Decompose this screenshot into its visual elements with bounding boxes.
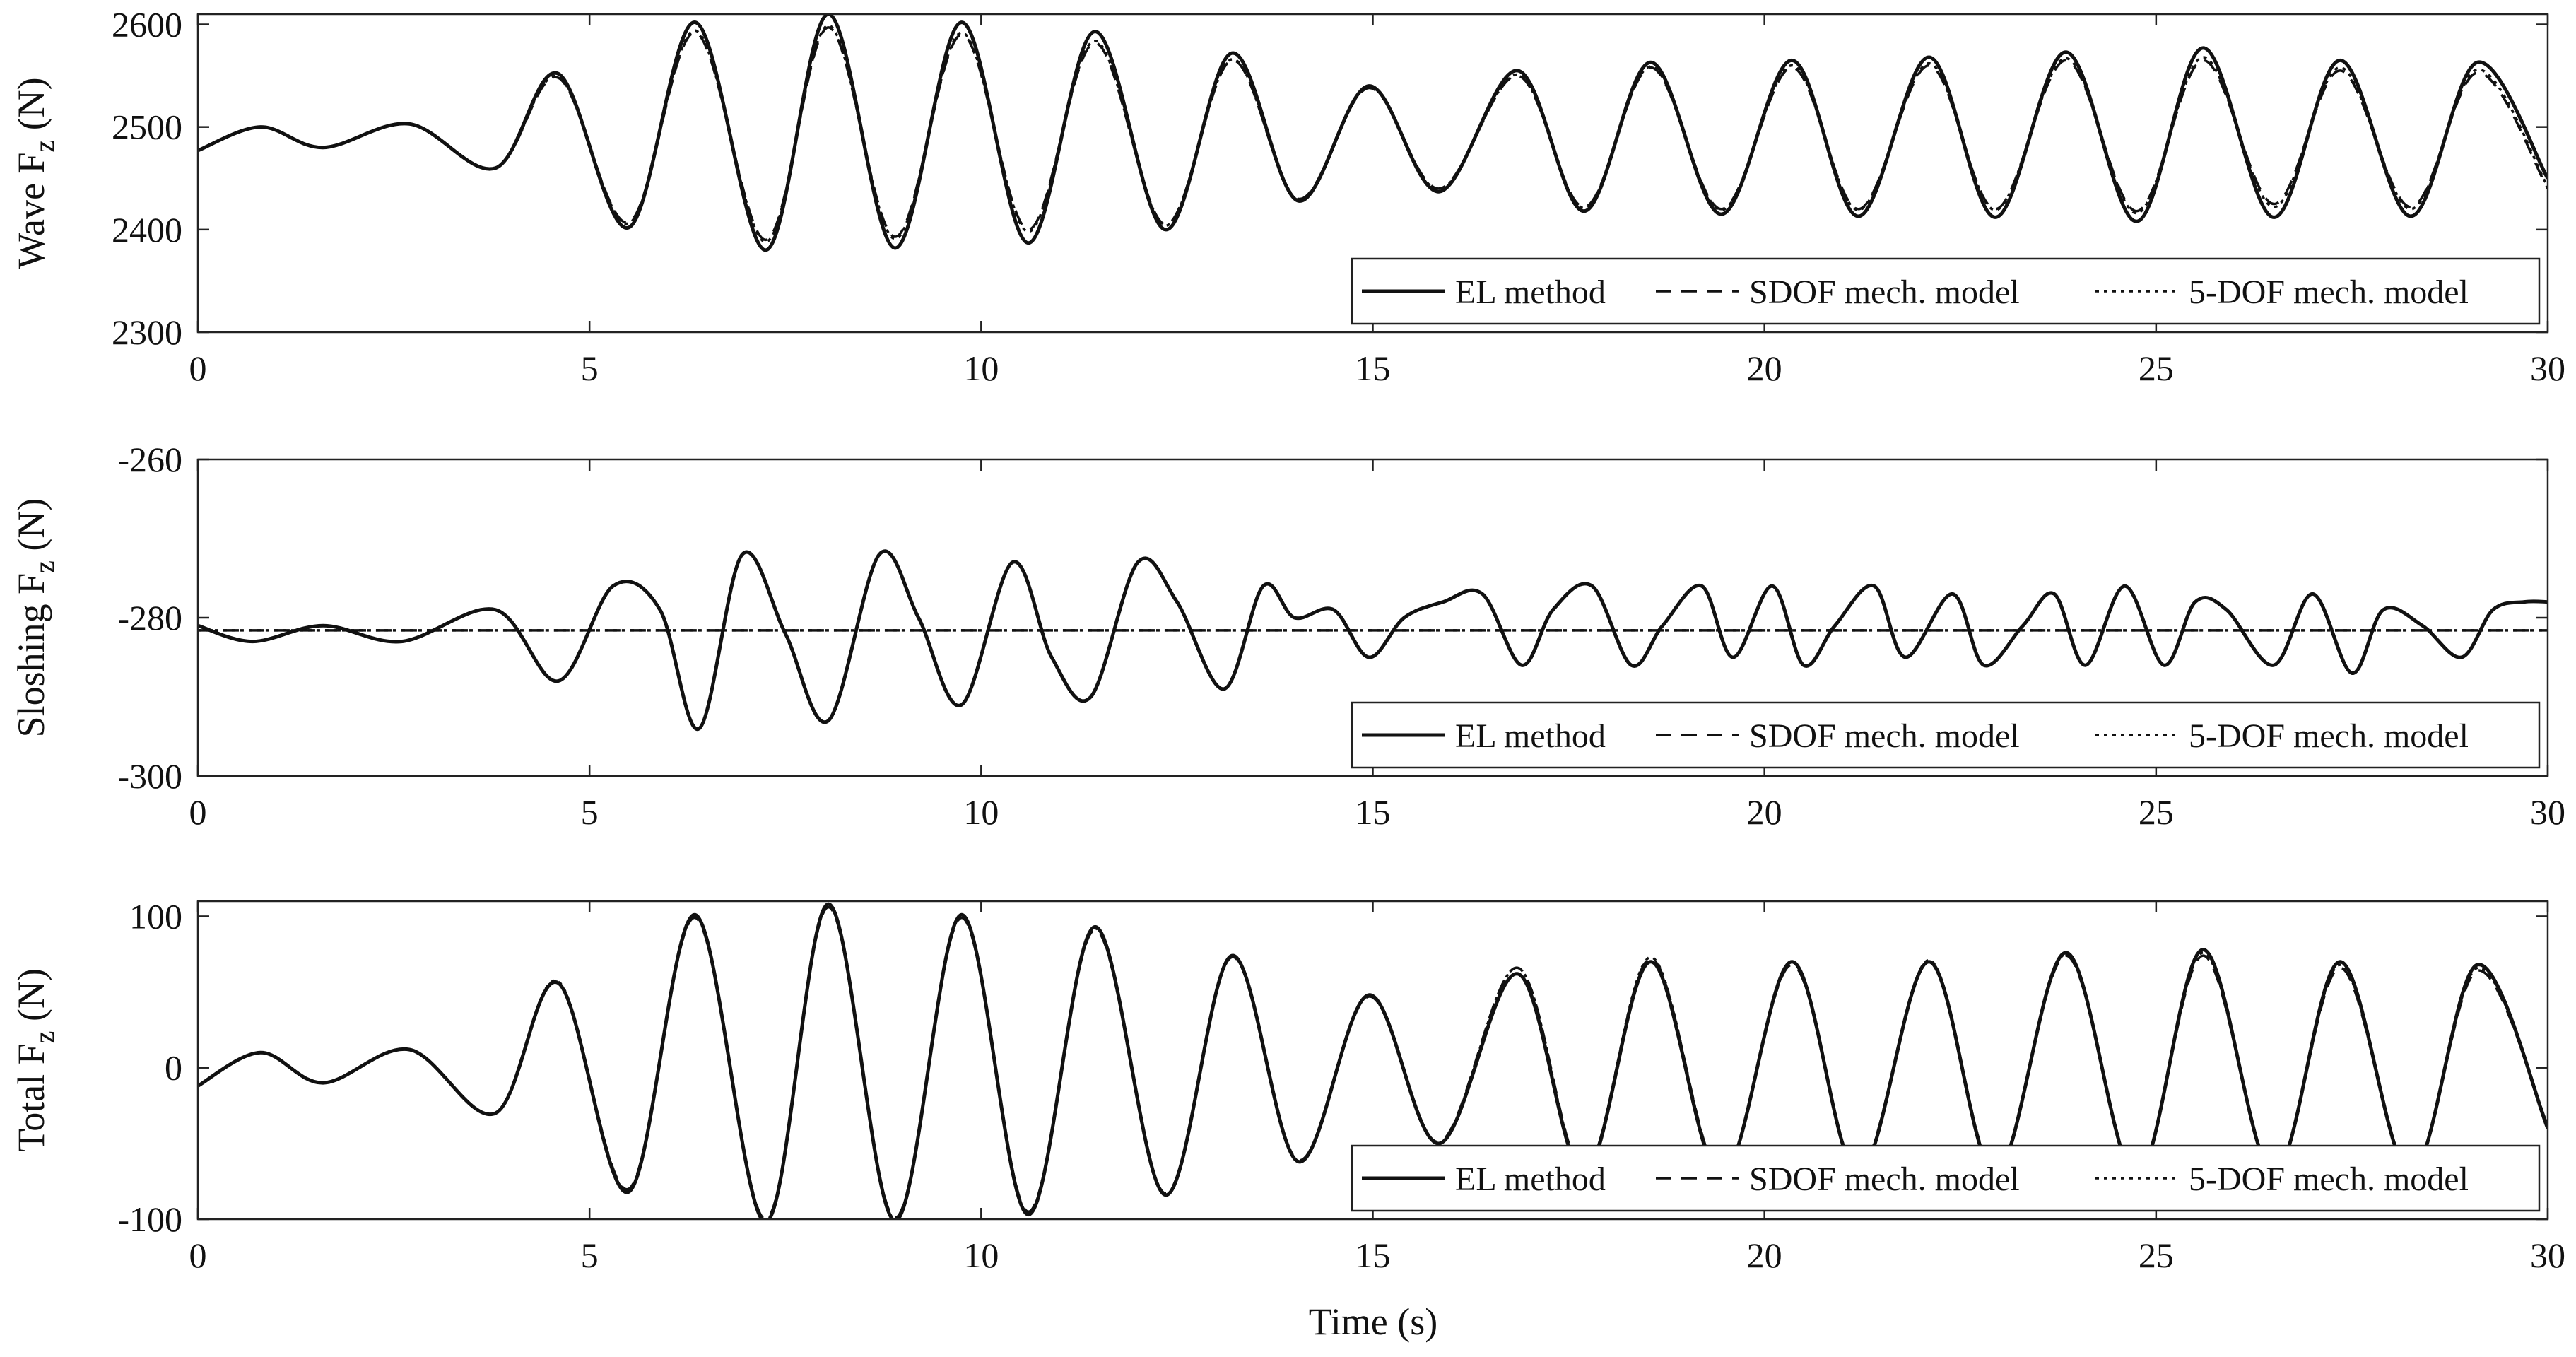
panel-2-y-tick-label: -300: [117, 756, 182, 796]
panel-1-y-tick-label: 2500: [112, 107, 182, 147]
panel-3-legend-label: SDOF mech. model: [1749, 1161, 2020, 1198]
panel-1-y-tick-label: 2600: [112, 5, 182, 45]
panel-2-x-tick-label: 15: [1355, 792, 1391, 832]
panel-3-legend-label: 5-DOF mech. model: [2189, 1161, 2469, 1198]
panel-1-y-tick-label: 2300: [112, 312, 182, 352]
panel-1-legend-label: EL method: [1455, 274, 1606, 311]
panel-3-y-tick-label: 100: [129, 896, 182, 936]
panel-3-legend: EL method SDOF mech. model 5-DOF mech. mod…: [1351, 1144, 2541, 1212]
panel-1-x-tick-label: 20: [1747, 348, 1782, 388]
panel-1-legend-label: SDOF mech. model: [1749, 274, 2020, 311]
panel-3-legend-box: [1351, 1144, 2541, 1212]
panel-2-x-tick-label: 25: [2139, 792, 2174, 832]
panel-2-legend-label: 5-DOF mech. model: [2189, 717, 2469, 755]
panel-1-x-tick-label: 25: [2139, 348, 2174, 388]
panel-3-y-axis-label: Total Fz (N): [10, 968, 60, 1152]
panel-1-x-tick-label: 0: [189, 348, 207, 388]
panel-2-x-tick-label: 20: [1747, 792, 1782, 832]
panel-1-x-tick-label: 10: [963, 348, 999, 388]
panel-2-x-tick-label: 5: [581, 792, 599, 832]
panel-2-series-group: [198, 549, 2548, 731]
panel-1-legend-box: [1351, 257, 2541, 325]
panel-1-y-tick-label: 2400: [112, 210, 182, 249]
panel-2-y-tick-label: -260: [117, 440, 182, 479]
panel-2-x-tick-label: 30: [2530, 792, 2565, 832]
panel-3-x-tick-label: 0: [189, 1235, 207, 1275]
x-axis-label: Time (s): [1309, 1300, 1438, 1343]
panel-1-legend-label: 5-DOF mech. model: [2189, 274, 2469, 311]
panel-1-x-tick-label: 30: [2530, 348, 2565, 388]
panel-3-x-tick-label: 25: [2139, 1235, 2174, 1275]
panel-3-series-dotted-line: [198, 904, 2548, 1219]
panel-2: 0 5 10 15 20 25 30 -300 -280 -260 Sloshing Fz (N) E…: [10, 440, 2565, 832]
panel-3-x-tick-label: 15: [1355, 1235, 1391, 1275]
panel-3-x-tick-label: 20: [1747, 1235, 1782, 1275]
panel-2-legend-label: SDOF mech. model: [1749, 717, 2020, 755]
panel-3-y-tick-label: 0: [165, 1048, 182, 1088]
panel-1-series-dotted-line: [198, 24, 2548, 244]
panel-3-series-group: [198, 902, 2548, 1219]
panel-2-legend-box: [1351, 701, 2541, 769]
panel-1-y-axis-label: Wave Fz (N): [10, 77, 60, 269]
panel-2-legend: EL method SDOF mech. model 5-DOF mech. mod…: [1351, 701, 2541, 769]
panel-2-legend-label: EL method: [1455, 717, 1606, 755]
panel-2-x-tick-label: 0: [189, 792, 207, 832]
panel-1-x-tick-label: 5: [581, 348, 599, 388]
panel-1-series-group: [198, 14, 2548, 252]
panel-2-y-axis-label: Sloshing Fz (N): [10, 498, 60, 738]
panel-2-x-tick-label: 10: [963, 792, 999, 832]
panel-2-series-solid-line: [198, 549, 2548, 731]
panel-1-x-tick-label: 15: [1355, 348, 1391, 388]
panel-3-x-tick-label: 10: [963, 1235, 999, 1275]
panel-1: 0 5 10 15 20 25 30 2300 2400 2500 2600 Wave Fz (N) E…: [10, 5, 2565, 388]
panel-1-legend: EL method SDOF mech. model 5-DOF mech. mod…: [1351, 257, 2541, 325]
panel-3-y-tick-label: -100: [117, 1199, 182, 1239]
panel-3-legend-label: EL method: [1455, 1161, 1606, 1198]
panel-3-x-tick-label: 5: [581, 1235, 599, 1275]
panel-3-x-tick-label: 30: [2530, 1235, 2565, 1275]
panel-2-y-tick-label: -280: [117, 598, 182, 638]
